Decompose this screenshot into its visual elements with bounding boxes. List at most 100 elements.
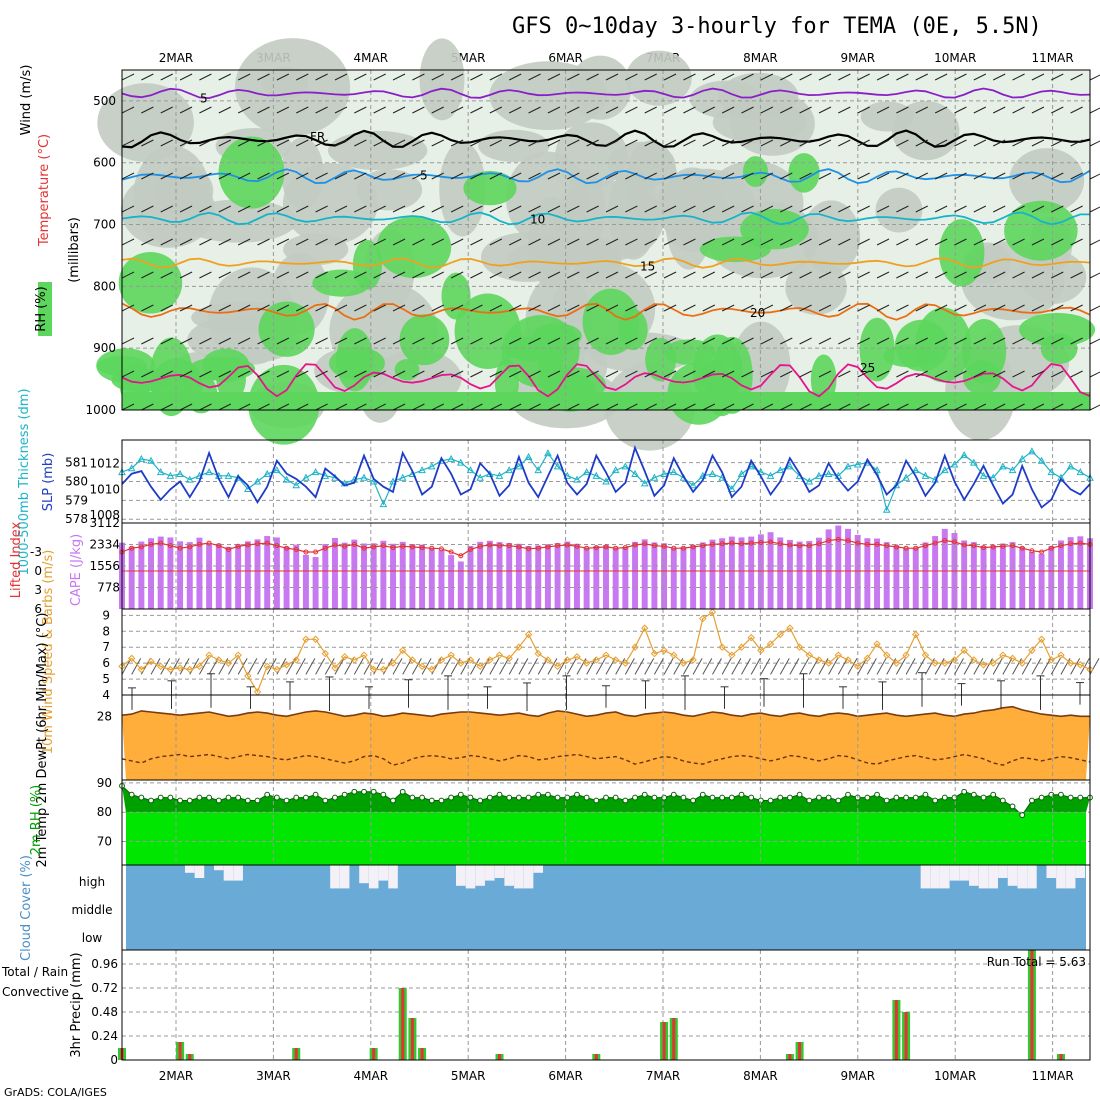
wind-barb [973,337,987,345]
wind-speed-marker [476,662,484,671]
thickness-marker [989,473,998,481]
wind-barb [257,271,270,279]
rh-moist-shading [692,334,743,407]
cape-bar [622,546,629,609]
thickness-marker [844,462,852,470]
cape-bar [757,534,764,609]
isotherm-label: 5 [420,169,428,183]
wind-barb [973,304,987,312]
wind-barb [934,304,948,312]
wind-barb [257,139,270,147]
thickness-marker [282,475,291,483]
axis-label-wind: Wind (m/s) [19,65,34,136]
precip-convective-bar [662,1022,666,1060]
wind-barb-10m [421,658,432,675]
wind-barb [954,370,967,378]
wind-barb [605,271,619,279]
wind-barb [354,238,367,246]
wind-barb [141,370,154,378]
cape-bar [235,544,242,609]
wind-barb [334,337,348,345]
wind-barb [760,238,774,246]
wind-speed-marker [699,614,707,623]
wind-barb [160,337,173,345]
wind-barb-10m [547,658,558,675]
thickness-marker [263,469,272,477]
cape-bar [399,541,406,609]
wind-barb [760,205,774,213]
wind-barb [721,139,735,147]
thickness-tick-label: 579 [65,493,88,507]
cape-bar [138,541,145,609]
thickness-marker [602,477,610,485]
lifted-index-marker [545,544,551,550]
cloud-high-clear [1027,865,1037,889]
cape-bar [573,543,580,609]
wind-barb [160,139,173,147]
lifted-index-line [121,538,1091,557]
temp-tick-label: 28 [97,709,112,723]
wind-barb [160,172,173,180]
rh-moist-shading [399,314,450,366]
wind-barb [896,106,909,114]
lifted-index-marker [642,541,648,547]
lifted-index-marker [497,543,503,549]
cape-bar [990,545,997,609]
wind-speed-marker [282,661,291,669]
wind-barb [296,238,309,246]
wind-speed-marker [989,659,997,667]
wind-barb [605,337,619,345]
wind-barb [663,205,677,213]
wind-barb [121,271,135,279]
wind-barb [412,238,425,246]
rh-2m-marker [641,791,648,798]
wind-barb [296,172,309,180]
wind-barb [489,370,503,378]
wind-barb [876,370,890,378]
cloud-high-clear [184,865,195,873]
cape-bar [496,542,503,609]
isotherm-label: 20 [750,306,765,320]
wind-barb [257,403,270,411]
wind-speed-marker [1037,635,1046,643]
cape-bar [390,543,397,609]
wind-barb [721,73,735,81]
wind-barb [179,172,193,180]
wind-barb [179,337,193,345]
wind-barb [663,106,677,114]
wind-speed-marker [544,656,552,664]
lifted-index-marker [622,545,628,551]
rh-2m-marker [477,797,484,804]
thickness-marker [727,485,736,493]
wind-barb [450,271,464,279]
wind-barb [528,403,541,411]
rh-2m-marker [728,794,735,801]
wind-barb [663,403,677,411]
cloud-high-clear [359,865,369,884]
wind-barb [412,106,425,114]
wind-barb [896,271,909,279]
wind-barb [392,106,406,114]
wind-barb [296,106,309,114]
cape-bar [709,539,716,609]
wind-barb [721,106,735,114]
cape-bar [1028,551,1035,609]
wind-barb [992,139,1006,147]
thickness-marker [185,475,194,483]
lifted-index-marker [584,545,590,551]
cape-bar [699,542,706,609]
wind-barb [450,337,464,345]
wind-barb [741,106,754,114]
wind-barb [199,139,212,147]
rh-2m-marker [912,794,919,801]
wind-barb-10m [799,658,810,675]
lifted-index-marker [506,543,512,549]
wind-barb [354,304,367,312]
axis-label-temperature: Temperature (°C) [37,134,52,247]
wind-barb [257,172,270,180]
thickness-marker [669,468,678,476]
wind-barb [179,271,193,279]
wind-barb [1070,205,1083,213]
thickness-marker [205,468,213,476]
lifted-index-marker [719,541,725,547]
